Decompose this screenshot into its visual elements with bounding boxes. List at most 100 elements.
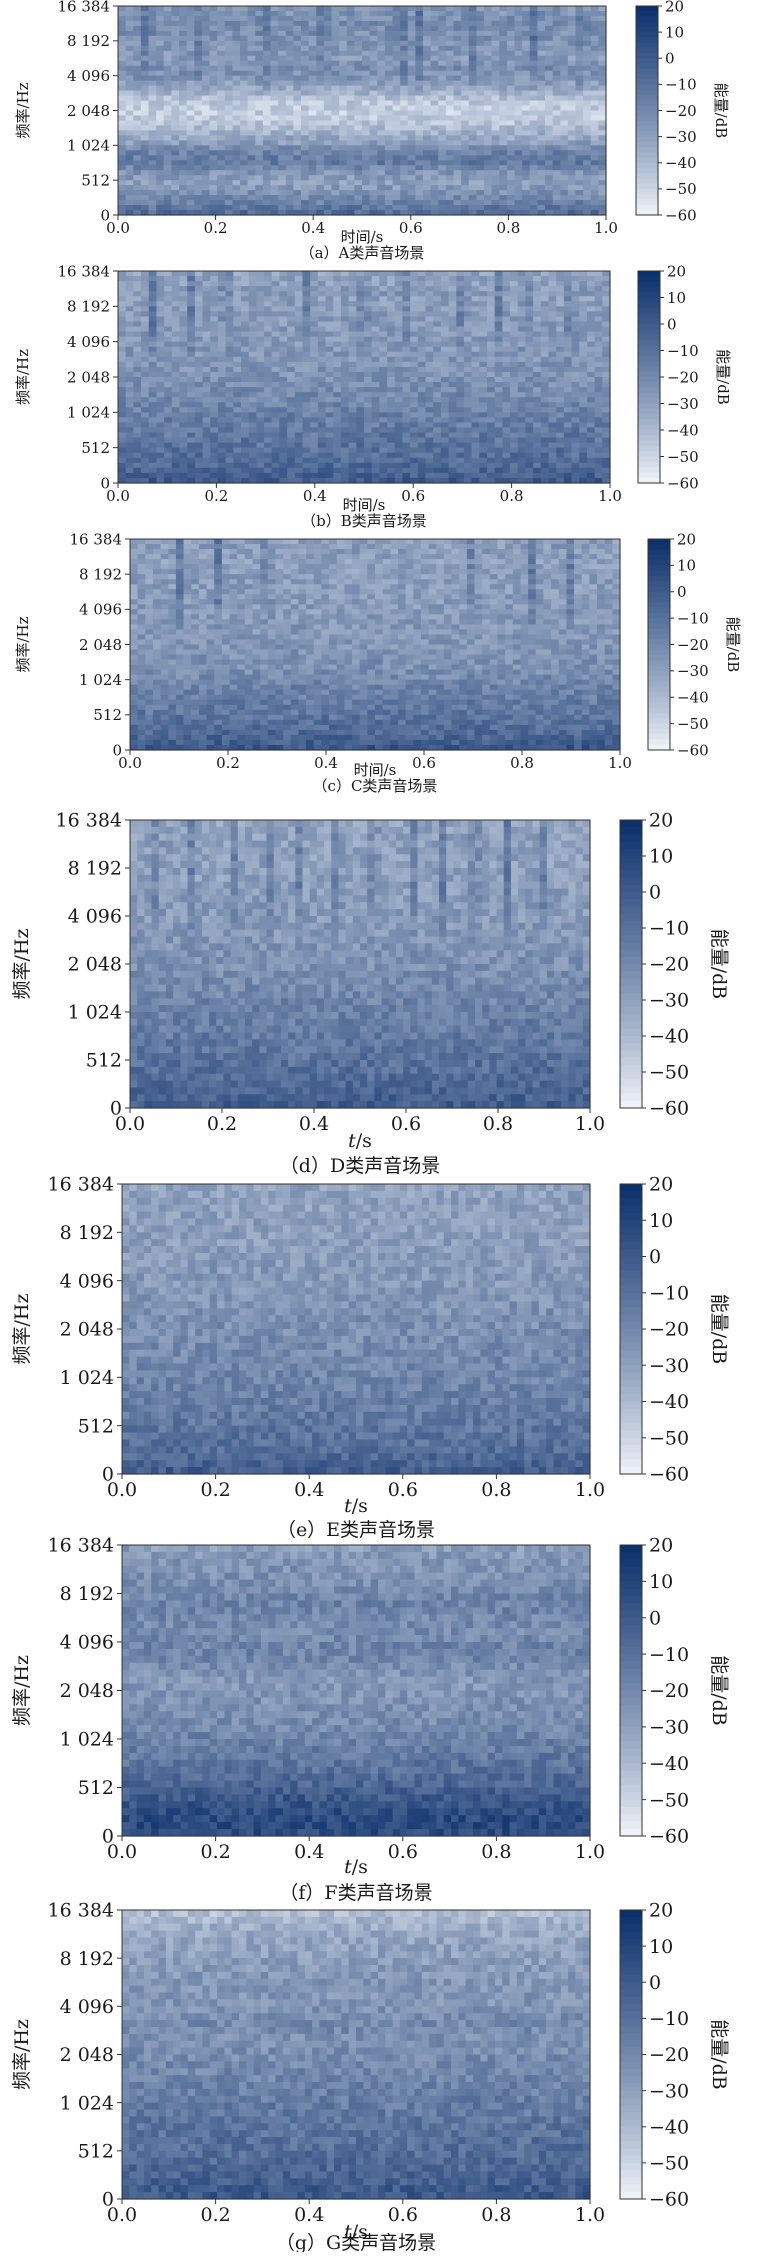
heatmap-cell (591, 205, 599, 211)
heatmap-cell (203, 342, 211, 348)
heatmap-cell (141, 377, 149, 383)
heatmap-cell (164, 337, 172, 343)
heatmap-cell (271, 16, 279, 22)
heatmap-cell (449, 433, 457, 439)
heatmap-cell (549, 382, 557, 388)
heatmap-cell (541, 387, 549, 393)
heatmap-cell (156, 111, 164, 117)
heatmap-cell (492, 31, 500, 37)
heatmap-cell (492, 135, 500, 141)
heatmap-cell (164, 271, 172, 277)
heatmap-cell (530, 81, 538, 87)
heatmap-cell (133, 276, 141, 282)
heatmap-cell (333, 397, 341, 403)
heatmap-cell (472, 306, 480, 312)
heatmap-cell (316, 125, 324, 131)
heatmap-cell (464, 347, 472, 353)
heatmap-cell (156, 150, 164, 156)
heatmap-cell (341, 407, 349, 413)
heatmap-cell (533, 372, 541, 378)
heatmap-cell (400, 165, 408, 171)
heatmap-cell (133, 120, 141, 126)
heatmap-cell (316, 81, 324, 87)
heatmap-cell (295, 311, 303, 317)
heatmap-cell (187, 402, 195, 408)
heatmap-cell (179, 51, 187, 57)
colorbar-segment (636, 58, 658, 64)
heatmap-cell (203, 276, 211, 282)
heatmap-cell (522, 130, 530, 136)
heatmap-cell (484, 36, 492, 42)
heatmap-cell (568, 160, 576, 166)
heatmap-cell (309, 31, 317, 37)
heatmap-cell (484, 41, 492, 47)
heatmap-cell (264, 407, 272, 413)
heatmap-cell (415, 205, 423, 211)
heatmap-cell (187, 311, 195, 317)
heatmap-cell (564, 427, 572, 433)
heatmap-cell (438, 6, 446, 12)
heatmap-cell (225, 185, 233, 191)
heatmap-cell (272, 276, 280, 282)
heatmap-cell (218, 281, 226, 287)
heatmap-cell (187, 271, 195, 277)
heatmap-cell (241, 301, 249, 307)
heatmap-cell (339, 135, 347, 141)
heatmap-cell (431, 200, 439, 206)
heatmap-cell (545, 130, 553, 136)
heatmap-cell (418, 427, 426, 433)
heatmap-cell (255, 11, 263, 17)
heatmap-cell (533, 337, 541, 343)
colorbar-segment (636, 184, 658, 190)
heatmap-cell (525, 422, 533, 428)
heatmap-cell (518, 387, 526, 393)
heatmap-cell (347, 86, 355, 92)
heatmap-cell (218, 286, 226, 292)
heatmap-cell (499, 195, 507, 201)
heatmap-cell (347, 91, 355, 97)
heatmap-cell (241, 392, 249, 398)
heatmap-cell (454, 120, 462, 126)
heatmap-cell (576, 145, 584, 151)
heatmap-cell (393, 56, 401, 62)
heatmap-cell (332, 16, 340, 22)
heatmap-cell (256, 271, 264, 277)
heatmap-cell (310, 357, 318, 363)
heatmap-cell (507, 111, 515, 117)
heatmap-cell (454, 96, 462, 102)
heatmap-cell (241, 342, 249, 348)
heatmap-cell (318, 342, 326, 348)
heatmap-cell (518, 337, 526, 343)
heatmap-cell (217, 200, 225, 206)
heatmap-cell (446, 140, 454, 146)
heatmap-cell (579, 311, 587, 317)
heatmap-cell (149, 120, 157, 126)
heatmap-cell (446, 200, 454, 206)
heatmap-cell (587, 301, 595, 307)
heatmap-cell (278, 31, 286, 37)
heatmap-cell (549, 306, 557, 312)
heatmap-cell (572, 311, 580, 317)
heatmap-cell (572, 377, 580, 383)
heatmap-cell (537, 76, 545, 82)
heatmap-cell (354, 66, 362, 72)
heatmap-cell (126, 96, 134, 102)
heatmap-cell (203, 357, 211, 363)
heatmap-cell (255, 71, 263, 77)
heatmap-cell (415, 51, 423, 57)
heatmap-cell (272, 433, 280, 439)
heatmap-cell (171, 175, 179, 181)
heatmap-cell (256, 422, 264, 428)
heatmap-cell (187, 76, 195, 82)
colorbar-segment (636, 95, 658, 101)
heatmap-cell (164, 316, 172, 322)
heatmap-cell (576, 200, 584, 206)
heatmap-cell (449, 342, 457, 348)
heatmap-cell (295, 407, 303, 413)
heatmap-cell (141, 120, 149, 126)
heatmap-cell (507, 155, 515, 161)
heatmap-cell (379, 311, 387, 317)
heatmap-cell (370, 31, 378, 37)
heatmap-cell (164, 387, 172, 393)
heatmap-cell (126, 402, 134, 408)
